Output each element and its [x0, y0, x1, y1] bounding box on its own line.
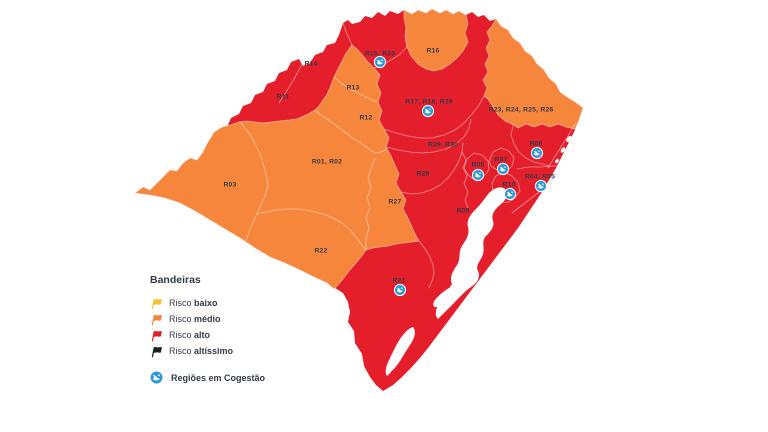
cogestao-icon	[503, 187, 517, 201]
region-label-r12: R12	[359, 114, 372, 121]
region-boundary-line	[365, 157, 376, 251]
region-boundary-line	[342, 22, 353, 46]
region-label-r09: R09	[456, 207, 469, 214]
region-boundary-line	[400, 142, 464, 195]
region-label-r13: R13	[346, 84, 359, 91]
region-boundary-line	[256, 208, 367, 251]
region-labels: R14 R15, R20 R16 R11 R13 R17, R18, R19 R23, R2…	[223, 47, 555, 297]
region-label-r06: R06	[529, 140, 542, 147]
legend-item-term: baixo	[194, 298, 218, 308]
region-label-r27: R27	[388, 198, 401, 205]
region-label-r28: R28	[416, 170, 429, 177]
legend-item-prefix: Risco	[169, 298, 192, 308]
flag-icon	[151, 298, 162, 309]
region-boundaries-medium	[239, 76, 388, 251]
region-label-r04-r05: R04, R05	[525, 173, 555, 180]
region-boundary-line	[383, 95, 485, 139]
lagoa-dos-patos	[435, 187, 507, 319]
legend-item-risk-low: Risco baixo	[149, 295, 265, 311]
legend-title: Bandeiras	[150, 274, 201, 286]
legend-item-term: altíssimo	[194, 346, 234, 356]
legend-item-prefix: Risco	[169, 314, 192, 324]
region-boundary-line	[314, 109, 388, 154]
cogestao-icon	[149, 370, 164, 385]
cogestao-icon	[471, 168, 485, 182]
cogestao-icon	[496, 162, 510, 176]
region-label-r16: R16	[426, 47, 439, 54]
region-boundary-line	[547, 123, 576, 169]
region-boundary-line	[510, 125, 551, 167]
legend-cogestao-label: Regiões em Cogestão	[171, 372, 266, 383]
cogestao-icon	[534, 179, 548, 193]
region-label-r22: R22	[314, 247, 327, 254]
cogestao-icon	[530, 146, 544, 160]
region-label-r23-r24-r25-r26: R23, R24, R25, R26	[489, 106, 554, 113]
legend-item-risk-very-high: Risco altíssimo	[149, 343, 265, 359]
legend-item-prefix: Risco	[169, 346, 192, 356]
coastal-lagoon	[566, 135, 572, 143]
region-label-r11: R11	[277, 93, 290, 100]
region-boundary-line	[488, 147, 515, 173]
region-boundary-line	[516, 165, 561, 170]
cogestao-icon	[393, 283, 407, 297]
region-boundary-line	[418, 240, 435, 289]
guaiba-inlet	[433, 287, 453, 308]
flag-icon	[151, 314, 162, 325]
legend-item-term: médio	[194, 314, 221, 324]
legend-item-risk-high: Risco alto	[149, 327, 265, 343]
lagoons	[385, 135, 572, 376]
region-boundary-line	[461, 151, 469, 209]
region-label-r07: R07	[494, 156, 507, 163]
region-label-r29-r30: R29, R30	[428, 141, 458, 148]
coastal-lagoon	[555, 158, 559, 164]
coastal-lagoon	[560, 147, 566, 153]
legend: Bandeiras Risco baixo Risco médio Risco …	[149, 274, 265, 385]
region-label-r08: R08	[471, 161, 484, 168]
legend-item-risk-medium: Risco médio	[149, 311, 265, 327]
region-label-r17-r18-r19: R17, R18, R19	[405, 98, 453, 105]
cogestao-icon	[373, 55, 387, 69]
region-label-r10: R10	[502, 181, 515, 188]
region-label-r01-r02: R01, R02	[312, 158, 342, 165]
flag-icon	[151, 346, 162, 357]
region-boundary-line	[333, 76, 379, 103]
region-boundary-line	[511, 173, 559, 214]
lagoa-mirim	[385, 327, 415, 376]
region-boundaries-high	[278, 22, 576, 289]
region-boundary-line	[463, 152, 490, 181]
legend-item-prefix: Risco	[169, 330, 192, 340]
area-risk-medium-r23-r26	[482, 18, 584, 130]
region-boundary-line	[278, 50, 305, 104]
cogestao-icon	[421, 104, 435, 118]
region-boundary-line	[385, 118, 472, 154]
region-label-r03: R03	[223, 181, 236, 188]
region-boundary-line	[239, 121, 269, 242]
flag-icon	[151, 330, 162, 341]
legend-item-term: alto	[194, 330, 211, 340]
region-label-r14: R14	[304, 60, 317, 67]
region-label-r21: R21	[392, 277, 405, 284]
legend-item-cogestao: Regiões em Cogestão	[149, 370, 265, 385]
region-label-r15-r20: R15, R20	[365, 50, 395, 57]
area-risk-medium-r16	[403, 8, 469, 72]
